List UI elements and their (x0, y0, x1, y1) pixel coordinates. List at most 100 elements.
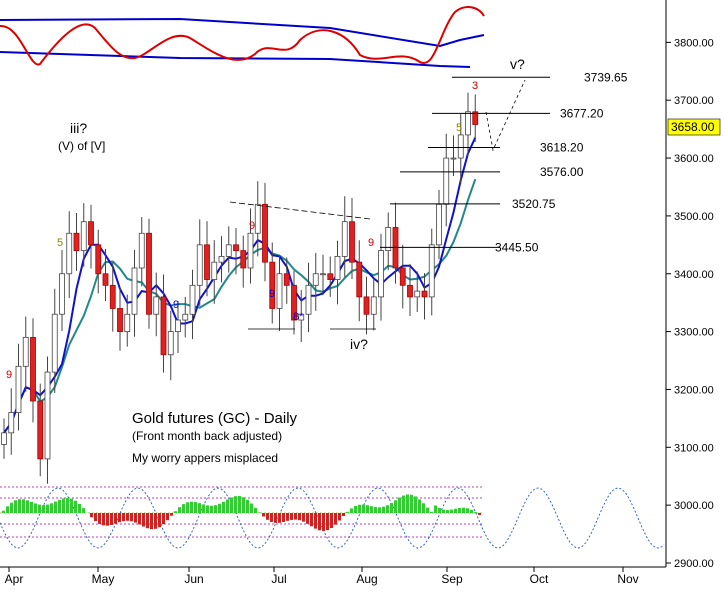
histogram-bar (178, 507, 181, 513)
histogram-bar (306, 513, 309, 524)
lower-band (0, 51, 471, 68)
histogram-bar (246, 499, 249, 513)
histogram-bar (166, 513, 169, 521)
candle-body (102, 273, 109, 286)
histogram-bar (322, 513, 325, 531)
price-level-label: 3677.20 (560, 106, 604, 120)
histogram-bar (390, 502, 393, 513)
candle-body (175, 319, 181, 332)
candle-body (457, 134, 464, 159)
histogram-bar (398, 497, 401, 513)
histogram-bar (198, 503, 201, 513)
histogram-bar (150, 513, 153, 530)
histogram-bar (18, 499, 21, 513)
y-tick-label: 3500.00 (674, 211, 714, 223)
y-tick-label: 3600.00 (674, 153, 714, 165)
histogram-bar (46, 504, 49, 513)
candle-body (291, 284, 297, 321)
last-price-label: 3658.00 (671, 120, 715, 134)
histogram-bar (354, 505, 357, 513)
histogram-bar (206, 505, 209, 513)
histogram-bar (286, 513, 289, 521)
candle-body (44, 371, 51, 460)
histogram-bar (294, 513, 297, 520)
histogram-bar (298, 513, 301, 521)
candle-body (8, 412, 15, 434)
y-tick-label: 3000.00 (674, 500, 714, 512)
histogram-bar (438, 508, 441, 513)
histogram-bar (270, 513, 273, 522)
histogram-bar (334, 513, 337, 525)
annotations: Gold futures (GC) - Daily (Front month b… (6, 56, 525, 465)
price-axis: 2900.00 3000.00 3100.00 3200.00 3300.00 3400.… (0, 0, 714, 586)
candle-body (327, 273, 334, 280)
histogram-bar (366, 505, 369, 513)
histogram-bar (74, 500, 77, 513)
histogram-bar (210, 505, 213, 513)
histogram-bar (442, 509, 445, 513)
candle-body (298, 313, 305, 321)
x-tick-label: Oct (530, 572, 549, 586)
histogram-bar (58, 499, 61, 513)
histogram-bar (290, 513, 293, 520)
upper-band (0, 17, 485, 48)
count-mark-2: 5 (57, 237, 63, 249)
candle-body (160, 296, 167, 356)
histogram-bar (422, 503, 425, 513)
histogram-bar (226, 499, 229, 513)
candle-body (73, 232, 80, 252)
histogram-bar (158, 513, 161, 528)
wave-label-v: v? (510, 56, 525, 72)
x-tick-label: May (92, 572, 115, 586)
candle-body (1, 432, 7, 445)
candle-body (211, 261, 218, 280)
candle-body (204, 244, 210, 280)
histogram-bar (266, 513, 269, 520)
histogram-bar (242, 497, 245, 513)
histogram-bar (54, 501, 57, 513)
price-levels: 3739.65 3677.20 3618.20 3576.00 3520.75 3445.… (229, 70, 628, 330)
histogram-bar (78, 503, 81, 513)
candle-body (262, 203, 268, 263)
x-tick-label: Apr (5, 572, 24, 586)
histogram-bar (250, 503, 253, 513)
candle-body (109, 284, 116, 309)
histogram-bar (318, 513, 321, 531)
price-level-label: 3576.00 (540, 165, 584, 179)
wave-label-iii: iii? (70, 120, 87, 136)
candlesticks (1, 92, 479, 484)
candle-body (283, 273, 290, 286)
wave-label-iii-sub: (V) of [V] (58, 139, 105, 153)
candle-body (196, 244, 203, 286)
histogram-bar (110, 513, 113, 525)
chart-note: My worry appers misplaced (132, 451, 278, 465)
histogram-bar (350, 508, 353, 513)
candle-body (378, 250, 384, 298)
candle-body (66, 232, 73, 275)
candle-body (421, 290, 428, 298)
candle-body (182, 313, 189, 321)
histogram-bar (118, 513, 121, 523)
histogram-bar (382, 506, 385, 513)
moving-averages (3, 137, 477, 434)
histogram-bar (6, 506, 9, 513)
x-tick-label: Sep (441, 572, 463, 586)
histogram-bar (274, 513, 277, 523)
candle-body (247, 232, 254, 269)
histogram-bar (30, 501, 33, 513)
histogram-bar (174, 511, 177, 513)
histogram-bar (162, 513, 165, 525)
candle-body (414, 290, 421, 298)
histogram-bar (302, 513, 305, 522)
histogram-bar (90, 513, 93, 518)
histogram-bar (338, 513, 341, 521)
histogram-bar (170, 513, 173, 516)
wave-label-iv: iv? (350, 336, 368, 352)
price-level-label: 3739.65 (584, 70, 628, 84)
histogram-bar (346, 511, 349, 513)
y-tick-label: 3800.00 (674, 37, 714, 49)
histogram-bar (254, 507, 257, 513)
histogram-bar (182, 504, 185, 513)
histogram-bar (42, 505, 45, 513)
price-level-label: 3445.50 (495, 240, 539, 254)
